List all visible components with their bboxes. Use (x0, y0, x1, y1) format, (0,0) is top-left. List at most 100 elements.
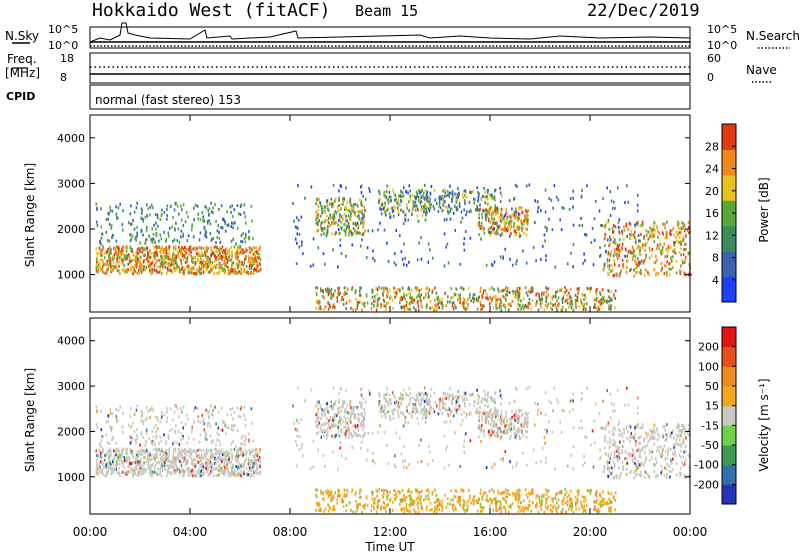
velocity-cell (122, 411, 124, 415)
power-cell (182, 267, 185, 270)
power-cell (426, 211, 428, 215)
velocity-cell (391, 391, 394, 395)
velocity-cell (153, 426, 155, 430)
power-cell (327, 225, 329, 229)
power-cell (240, 262, 242, 266)
velocity-cell (380, 403, 383, 407)
power-cell (562, 296, 565, 300)
velocity-cell (112, 463, 115, 467)
power-cell (525, 227, 527, 231)
velocity-cell (247, 456, 249, 460)
power-cell (690, 273, 692, 276)
power-cell (613, 248, 616, 252)
velocity-cell (416, 397, 418, 401)
power-cell (459, 301, 461, 305)
power-cell (170, 263, 172, 267)
velocity-cell (341, 403, 344, 407)
power-cell (637, 263, 640, 267)
power-cell (437, 302, 439, 306)
power-cell (602, 268, 605, 272)
power-cell (183, 254, 186, 258)
power-cell (593, 306, 595, 309)
velocity-cell (172, 458, 174, 462)
velocity-cell (193, 409, 195, 413)
power-cell (198, 245, 201, 249)
power-cell (552, 303, 555, 307)
velocity-cell (220, 428, 222, 432)
power-cell (338, 217, 341, 221)
power-cell (252, 237, 254, 241)
power-cell (581, 303, 584, 307)
velocity-cell (243, 463, 246, 467)
power-cell (315, 202, 317, 206)
power-cell (358, 217, 361, 221)
power-cell (167, 262, 169, 266)
power-cell (655, 254, 657, 258)
power-cell (618, 243, 621, 247)
power-cell (457, 297, 460, 301)
velocity-cell (145, 428, 148, 432)
velocity-cell (216, 438, 219, 442)
velocity-cell (348, 432, 350, 436)
power-cell (624, 201, 626, 205)
power-cell (655, 247, 658, 251)
power-cell (437, 209, 440, 213)
power-cell (174, 261, 176, 265)
power-cell (679, 236, 681, 239)
nsearch-label: N.Search (746, 29, 800, 43)
velocity-cell (109, 408, 111, 412)
velocity-cell (245, 459, 247, 463)
power-cell (221, 245, 224, 249)
power-cell (578, 287, 580, 291)
power-cell (359, 210, 361, 214)
power-cell (389, 295, 392, 299)
velocity-cell (250, 407, 253, 411)
velocity-cell (169, 470, 171, 474)
velocity-cell (235, 444, 237, 448)
velocity-cell (191, 459, 193, 463)
power-cell (549, 301, 552, 305)
velocity-cell (201, 467, 203, 471)
power-cell (463, 237, 466, 241)
power-cell (199, 272, 201, 276)
power-cell (409, 292, 411, 296)
power-cell (159, 218, 162, 221)
velocity-cell (166, 464, 169, 468)
power-cell (150, 261, 152, 265)
velocity-cell (155, 434, 158, 438)
power-cell (408, 260, 410, 264)
power-cell (237, 212, 240, 216)
power-cell (474, 208, 477, 212)
velocity-cell (166, 416, 168, 420)
power-cell (217, 271, 220, 275)
velocity-cell (353, 415, 356, 419)
power-cell (226, 261, 228, 264)
velocity-cell (99, 460, 102, 464)
velocity-cell (181, 448, 183, 452)
power-cell (192, 256, 195, 259)
power-cell (161, 212, 163, 216)
velocity-cell (115, 442, 118, 445)
velocity-cell (108, 442, 111, 446)
power-cell (116, 216, 118, 220)
velocity-cell (477, 393, 479, 397)
power-cell (540, 306, 543, 310)
power-cell (653, 260, 655, 264)
power-cell (424, 208, 426, 212)
power-cell (244, 255, 247, 259)
power-cell (109, 247, 111, 251)
power-cell (438, 201, 441, 205)
velocity-cell (101, 469, 104, 473)
velocity-cell (152, 440, 155, 444)
power-cell (126, 257, 128, 261)
power-cell (411, 205, 414, 209)
power-cell (168, 248, 170, 252)
power-cell (673, 250, 675, 254)
power-cell (644, 268, 647, 272)
velocity-cell (493, 398, 496, 401)
velocity-cell (360, 404, 362, 408)
power-cell (399, 296, 402, 300)
velocity-cell (126, 448, 129, 452)
power-cell (240, 203, 243, 207)
power-cell (153, 254, 156, 258)
